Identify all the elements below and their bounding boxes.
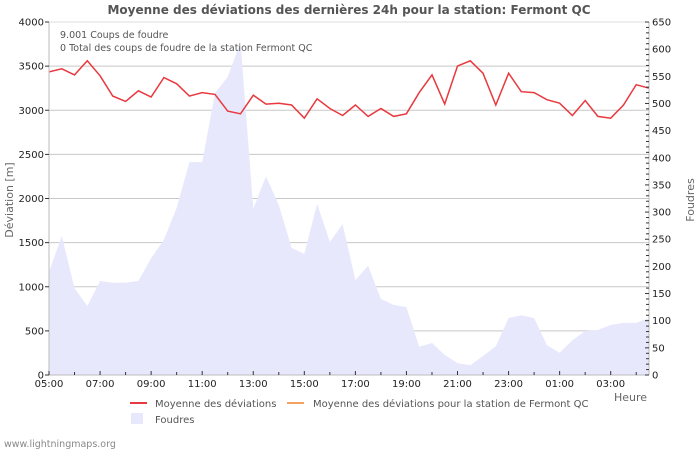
x-tick-label: 17:00 xyxy=(341,379,370,390)
legend-item-station-deviation[interactable]: Moyenne des déviations pour la station d… xyxy=(287,398,588,410)
y-tick-label: 1000 xyxy=(19,282,44,293)
x-tick-label: 23:00 xyxy=(494,379,523,390)
y2-tick-label: 300 xyxy=(652,208,671,219)
x-tick-label: 05:00 xyxy=(35,379,64,390)
y-tick-label: 2000 xyxy=(19,194,44,205)
chart-title: Moyenne des déviations des dernières 24h… xyxy=(107,3,590,17)
left-axis-ticks: 0 500 1000 1500 2000 2500 3000 3500 4000 xyxy=(19,18,49,382)
x-tick-label: 15:00 xyxy=(290,379,319,390)
y2-tick-label: 600 xyxy=(652,45,671,56)
right-axis-ticks: 0 50 100 150 200 250 300 350 400 450 500 550 600 650 xyxy=(645,18,671,382)
y2-tick-label: 200 xyxy=(652,262,671,273)
y2-tick-label: 550 xyxy=(652,72,671,83)
x-axis-ticks: 05:00 07:00 09:00 11:00 13:00 15:00 17:00 19:00… xyxy=(35,371,637,390)
annotation-strikes: 9.001 Coups de foudre xyxy=(60,30,168,41)
x-tick-label: 01:00 xyxy=(545,379,574,390)
y2-tick-label: 0 xyxy=(652,371,658,382)
x-tick-label: 07:00 xyxy=(86,379,115,390)
y-tick-label: 4000 xyxy=(19,18,44,29)
y2-tick-label: 650 xyxy=(652,18,671,29)
y2-tick-label: 100 xyxy=(652,316,671,327)
y2-tick-label: 250 xyxy=(652,235,671,246)
y-axis-label: Déviation [m] xyxy=(3,162,16,237)
y2-tick-label: 450 xyxy=(652,126,671,137)
legend-label: Foudres xyxy=(155,415,194,426)
y-tick-label: 3500 xyxy=(19,62,44,73)
y-tick-label: 500 xyxy=(25,326,44,337)
x-tick-label: 13:00 xyxy=(239,379,268,390)
y2-tick-label: 500 xyxy=(652,99,671,110)
y2-tick-label: 400 xyxy=(652,153,671,164)
legend-item-foudres[interactable]: Foudres xyxy=(131,413,194,426)
annotation-station-total: 0 Total des coups de foudre de la statio… xyxy=(60,43,313,54)
foudres-area xyxy=(49,42,649,375)
y-tick-label: 1500 xyxy=(19,238,44,249)
legend-item-deviation[interactable]: Moyenne des déviations xyxy=(130,398,276,410)
x-tick-label: 03:00 xyxy=(596,379,625,390)
y-tick-label: 0 xyxy=(38,371,44,382)
x-tick-label: 19:00 xyxy=(392,379,421,390)
x-tick-label: 11:00 xyxy=(188,379,217,390)
y2-tick-label: 50 xyxy=(652,343,665,354)
x-tick-label: 09:00 xyxy=(137,379,166,390)
legend: Moyenne des déviations Moyenne des dévia… xyxy=(130,398,588,426)
legend-label: Moyenne des déviations pour la station d… xyxy=(313,398,588,410)
x-axis-label: Heure xyxy=(614,391,647,404)
x-tick-label: 21:00 xyxy=(443,379,472,390)
footer-credit[interactable]: www.lightningmaps.org xyxy=(4,439,116,450)
y2-axis-label: Foudres xyxy=(684,178,697,222)
legend-swatch-icon xyxy=(131,413,143,424)
y2-tick-label: 350 xyxy=(652,180,671,191)
y-tick-label: 2500 xyxy=(19,150,44,161)
y-tick-label: 3000 xyxy=(19,106,44,117)
deviation-line xyxy=(48,59,650,120)
legend-label: Moyenne des déviations xyxy=(155,398,276,410)
y2-tick-label: 150 xyxy=(652,289,671,300)
